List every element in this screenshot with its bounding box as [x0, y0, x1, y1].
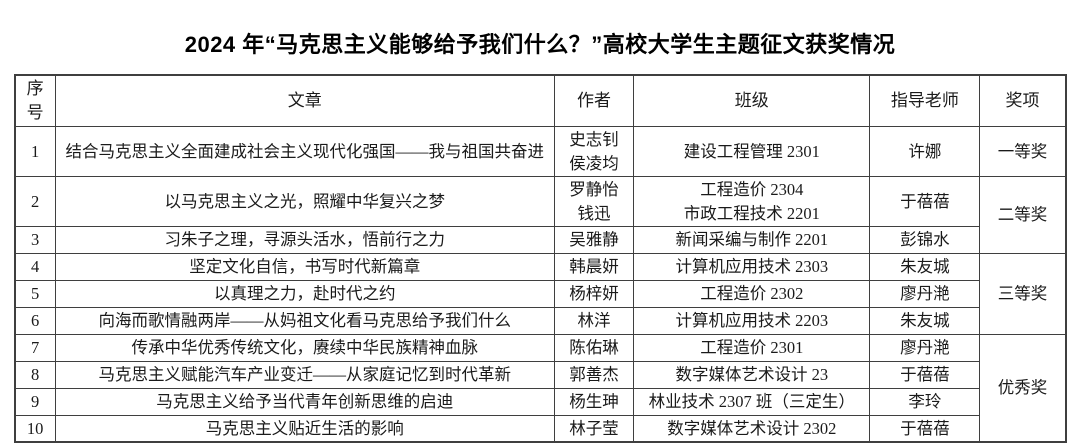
cell-no: 9	[14, 387, 56, 416]
cell-article: 马克思主义赋能汽车产业变迁——从家庭记忆到时代革新	[54, 360, 555, 389]
table-row: 3 习朱子之理，寻源头活水，悟前行之力 吴雅静 新闻采编与制作 2201 彭锦水	[14, 225, 1066, 254]
cell-author: 林洋	[553, 306, 635, 335]
cell-class: 数字媒体艺术设计 23	[633, 360, 871, 389]
cell-award-first-prize: 一等奖	[979, 126, 1066, 178]
header-no: 序号	[14, 74, 56, 128]
cell-article: 结合马克思主义全面建成社会主义现代化强国——我与祖国共奋进	[54, 126, 555, 178]
cell-author: 陈佑琳	[553, 333, 635, 362]
cell-teacher: 于蓓蓓	[869, 176, 981, 227]
cell-teacher: 朱友城	[869, 252, 981, 281]
cell-teacher: 朱友城	[869, 306, 981, 335]
cell-author: 吴雅静	[553, 225, 635, 254]
cell-award-third-prize: 三等奖	[979, 252, 1066, 335]
header-article: 文章	[54, 74, 555, 128]
cell-class: 计算机应用技术 2303	[633, 252, 871, 281]
cell-no: 7	[14, 333, 56, 362]
cell-article: 传承中华优秀传统文化，赓续中华民族精神血脉	[54, 333, 555, 362]
cell-author: 杨梓妍	[553, 279, 635, 308]
header-class: 班级	[633, 74, 871, 128]
cell-no: 10	[14, 414, 56, 443]
cell-class: 数字媒体艺术设计 2302	[633, 414, 871, 443]
cell-article: 以马克思主义之光，照耀中华复兴之梦	[54, 176, 555, 227]
cell-award-second-prize: 二等奖	[979, 176, 1066, 254]
table-header-row: 序号 文章 作者 班级 指导老师 奖项	[14, 74, 1066, 128]
cell-no: 3	[14, 225, 56, 254]
cell-teacher: 彭锦水	[869, 225, 981, 254]
cell-class: 工程造价 2304 市政工程技术 2201	[633, 176, 871, 227]
cell-author: 杨生珅	[553, 387, 635, 416]
table-row: 8 马克思主义赋能汽车产业变迁——从家庭记忆到时代革新 郭善杰 数字媒体艺术设计…	[14, 360, 1066, 389]
cell-no: 4	[14, 252, 56, 281]
cell-author: 韩晨妍	[553, 252, 635, 281]
cell-author: 罗静怡 钱迅	[553, 176, 635, 227]
cell-no: 8	[14, 360, 56, 389]
cell-article: 以真理之力，赴时代之约	[54, 279, 555, 308]
cell-teacher: 廖丹滟	[869, 333, 981, 362]
cell-class: 工程造价 2302	[633, 279, 871, 308]
header-teacher: 指导老师	[869, 74, 981, 128]
table-row: 1 结合马克思主义全面建成社会主义现代化强国——我与祖国共奋进 史志钊 侯凌均 …	[14, 126, 1066, 178]
header-author: 作者	[553, 74, 635, 128]
cell-article: 马克思主义给予当代青年创新思维的启迪	[54, 387, 555, 416]
cell-class: 工程造价 2301	[633, 333, 871, 362]
cell-no: 2	[14, 176, 56, 227]
cell-class: 新闻采编与制作 2201	[633, 225, 871, 254]
cell-no: 5	[14, 279, 56, 308]
cell-class: 计算机应用技术 2203	[633, 306, 871, 335]
table-row: 7 传承中华优秀传统文化，赓续中华民族精神血脉 陈佑琳 工程造价 2301 廖丹…	[14, 333, 1066, 443]
cell-article: 习朱子之理，寻源头活水，悟前行之力	[54, 225, 555, 254]
cell-no: 1	[14, 126, 56, 178]
cell-teacher: 李玲	[869, 387, 981, 416]
cell-author: 郭善杰	[553, 360, 635, 389]
cell-teacher: 于蓓蓓	[869, 414, 981, 443]
table-row: 4 坚定文化自信，书写时代新篇章 韩晨妍 计算机应用技术 2303 朱友城 三等…	[14, 252, 1066, 335]
cell-award-excellence-prize: 优秀奖	[979, 333, 1066, 443]
cell-author: 林子莹	[553, 414, 635, 443]
table-row: 9 马克思主义给予当代青年创新思维的启迪 杨生珅 林业技术 2307 班（三定生…	[14, 387, 1066, 416]
header-award: 奖项	[979, 74, 1066, 128]
cell-author: 史志钊 侯凌均	[553, 126, 635, 178]
page-title: 2024 年“马克思主义能够给予我们什么？”高校大学生主题征文获奖情况	[184, 32, 896, 57]
table-row: 5 以真理之力，赴时代之约 杨梓妍 工程造价 2302 廖丹滟	[14, 279, 1066, 308]
cell-teacher: 许娜	[869, 126, 981, 178]
table-row: 2 以马克思主义之光，照耀中华复兴之梦 罗静怡 钱迅 工程造价 2304 市政工…	[14, 176, 1066, 254]
cell-no: 6	[14, 306, 56, 335]
table-row: 10 马克思主义贴近生活的影响 林子莹 数字媒体艺术设计 2302 于蓓蓓	[14, 414, 1066, 443]
cell-class: 林业技术 2307 班（三定生）	[633, 387, 871, 416]
table-row: 6 向海而歌情融两岸——从妈祖文化看马克思给予我们什么 林洋 计算机应用技术 2…	[14, 306, 1066, 335]
awards-table: 序号 文章 作者 班级 指导老师 奖项 1 结合马克思主义全面建成社会主义现代化…	[13, 74, 1067, 444]
cell-article: 向海而歌情融两岸——从妈祖文化看马克思给予我们什么	[54, 306, 555, 335]
cell-teacher: 廖丹滟	[869, 279, 981, 308]
cell-article: 马克思主义贴近生活的影响	[54, 414, 555, 443]
cell-article: 坚定文化自信，书写时代新篇章	[54, 252, 555, 281]
cell-class: 建设工程管理 2301	[633, 126, 871, 178]
cell-teacher: 于蓓蓓	[869, 360, 981, 389]
